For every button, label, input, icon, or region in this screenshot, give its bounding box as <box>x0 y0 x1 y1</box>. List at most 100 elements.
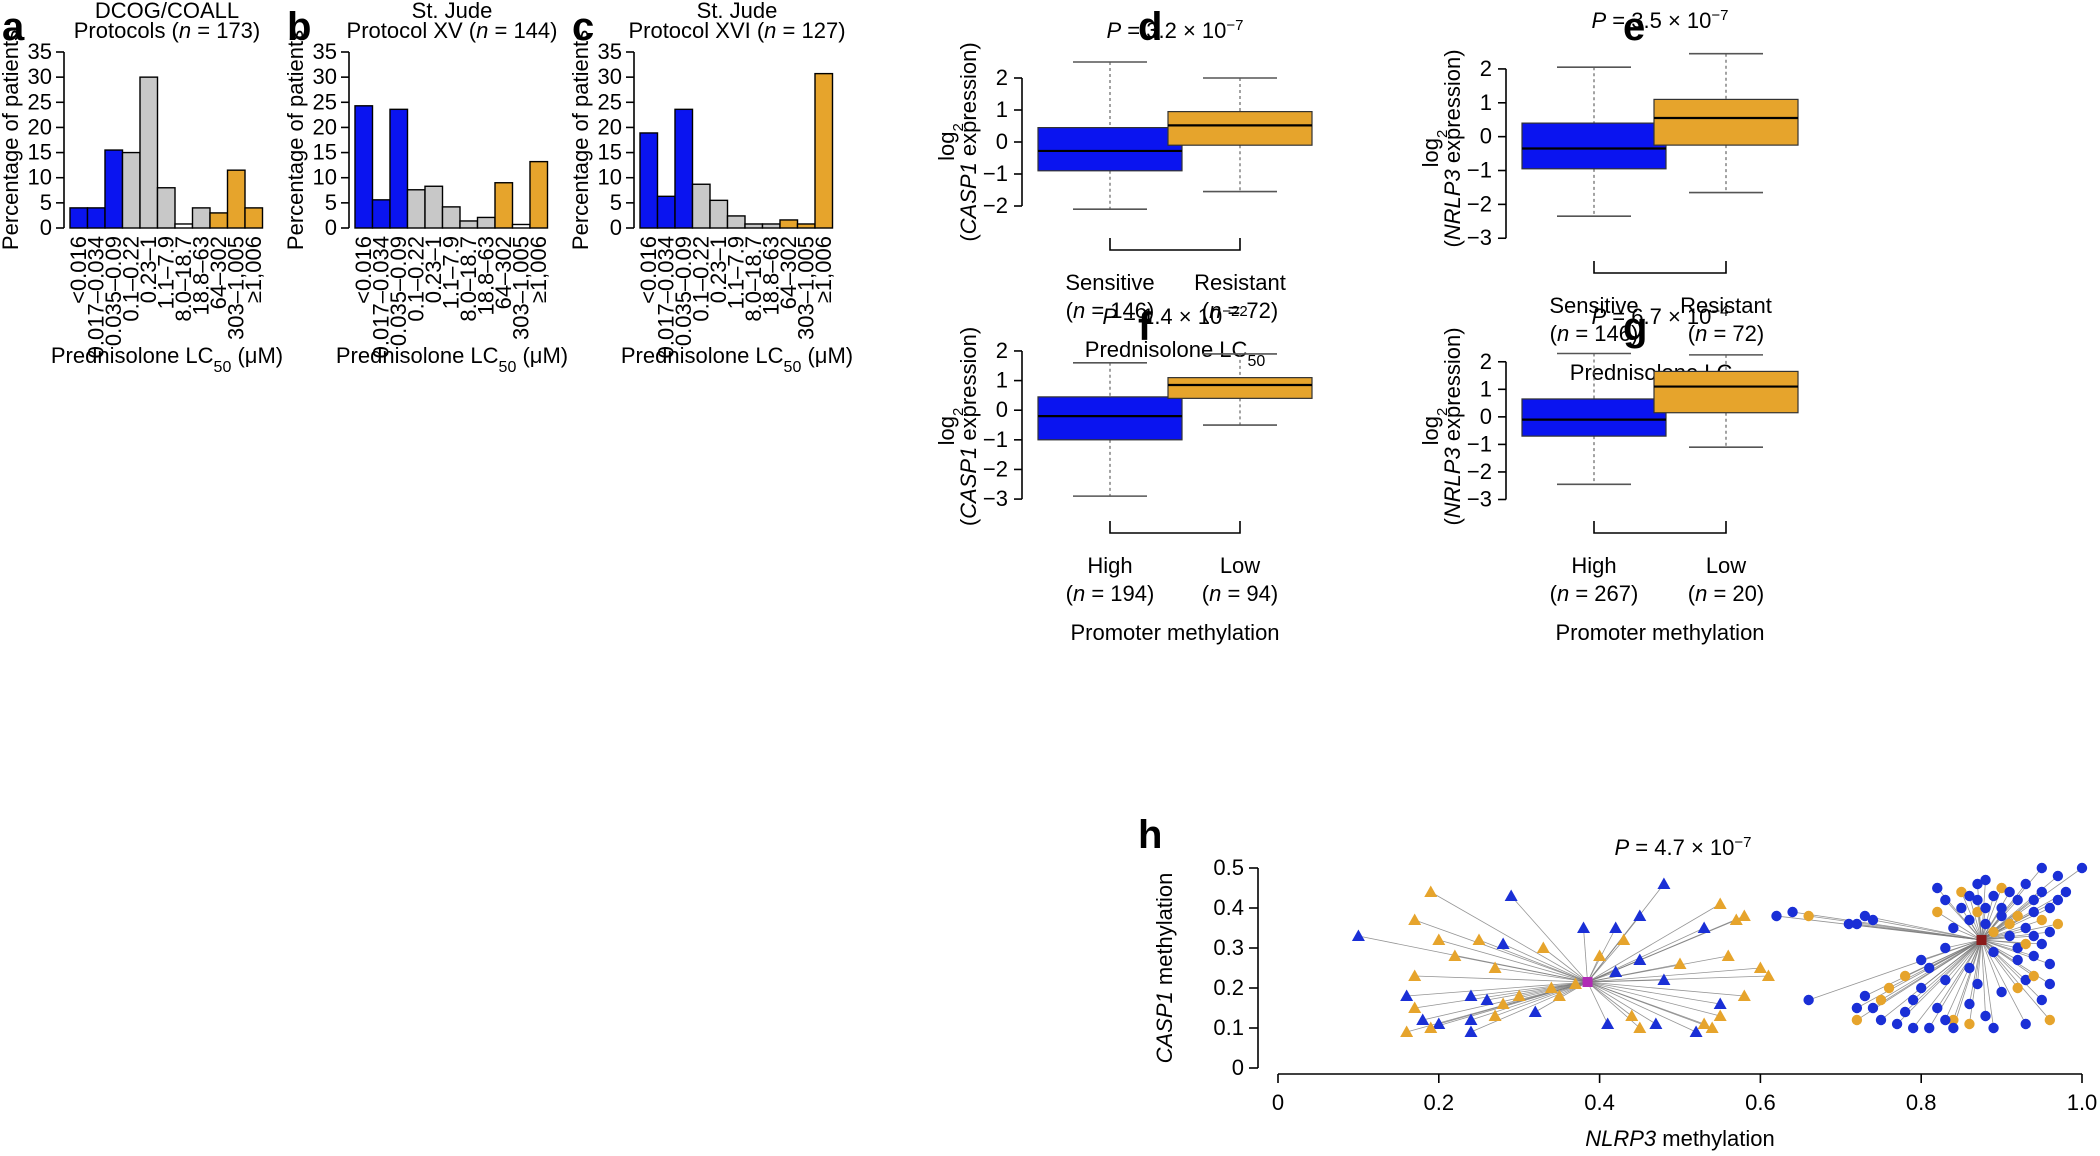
y-axis-label-line2: (CASP1 expression) <box>956 42 981 241</box>
x-tick-label: 0.4 <box>1584 1090 1615 1115</box>
bar <box>796 223 816 229</box>
triangle-point <box>1633 1021 1647 1033</box>
link-line <box>1981 927 2026 941</box>
text-part: ( <box>1066 581 1074 606</box>
group-n: (n = 94) <box>1202 581 1278 606</box>
x-tick-label: 0.23–1 <box>421 236 446 303</box>
bar <box>674 108 694 229</box>
x-tick-label: 1.1–7.9 <box>153 236 178 309</box>
text-part: ( <box>1202 298 1210 323</box>
triangle-point <box>1689 1025 1703 1037</box>
link-line <box>1430 891 1588 983</box>
group-n: (n = 146) <box>1066 298 1155 323</box>
link-line <box>1981 939 1994 1029</box>
y-axis-label-line2: (NRLP3 expression) <box>1440 49 1465 247</box>
p-text: = 1.4 × 10 <box>1117 304 1222 329</box>
histogram-title-line2: Protocols (n = 173) <box>74 18 261 43</box>
group-bracket <box>1109 521 1241 534</box>
panel-letter-c: c <box>572 5 594 49</box>
x-tick-label: 0.017–0.034 <box>83 236 108 358</box>
x-tick-label: <0.016 <box>636 236 661 304</box>
triangle-point <box>1416 1013 1430 1025</box>
histogram-title-line1: St. Jude <box>697 0 778 23</box>
circle-point <box>2012 954 2023 966</box>
link-line <box>1587 981 1721 1005</box>
link-line <box>1587 981 1697 1033</box>
y-tick-label: 0 <box>1232 1055 1244 1080</box>
circle-point <box>2044 978 2056 990</box>
circle-point <box>2052 894 2064 906</box>
circle-point <box>2044 902 2056 914</box>
link-line <box>1587 915 1641 983</box>
circle-point <box>1988 890 1999 902</box>
y-tick-label: −2 <box>983 193 1008 218</box>
text-part: ( <box>1066 298 1074 323</box>
histogram-title-line2: Protocol XV (n = 144) <box>347 18 558 43</box>
link-line <box>1969 895 1982 941</box>
triangle-point <box>1424 885 1438 897</box>
triangle-point <box>1577 921 1591 933</box>
link-line <box>1929 939 1982 969</box>
p-value: P = 4.7 × 10−7 <box>1615 834 1752 861</box>
label-text: Prednisolone LC <box>621 343 784 368</box>
triangle-point <box>1496 997 1510 1009</box>
circle-point <box>1924 962 1935 974</box>
link-line <box>1981 939 2018 989</box>
x-tick-label: ≥1,006 <box>811 236 836 303</box>
n-italic: n <box>764 18 776 43</box>
x-tick-label: 0.017–0.034 <box>653 236 678 358</box>
circle-point <box>1907 994 1919 1006</box>
link-line <box>1470 981 1588 1021</box>
triangle-point <box>1657 973 1671 985</box>
x-axis-label: Prednisolone LC50 (μM) <box>336 343 568 376</box>
y-tick-label: 35 <box>313 39 337 64</box>
y-axis-label-line2: (NRLP3 expression) <box>1440 327 1465 525</box>
bar <box>441 206 461 229</box>
gene-italic: CASP1 <box>956 162 981 234</box>
triangle-point <box>1448 949 1462 961</box>
y-tick-label: 25 <box>28 89 52 114</box>
histogram-title-line1: DCOG/COALL <box>95 0 239 23</box>
y-axis-label-line1: log2 <box>1418 408 1451 446</box>
circle-point <box>2020 1018 2031 1030</box>
link-line <box>1414 919 1588 983</box>
p-value: P = 3.5 × 10−7 <box>1592 7 1729 34</box>
y-axis-label-line2: (CASP1 expression) <box>956 327 981 526</box>
link-line <box>1981 939 2026 981</box>
triangle-point <box>1464 989 1478 1001</box>
x-tick-label: 0.017–0.034 <box>368 236 393 358</box>
triangle-point <box>1657 877 1671 889</box>
circle-point <box>2044 958 2056 970</box>
circle-point <box>1867 1002 1879 1014</box>
circle-point <box>2020 938 2031 950</box>
label-text: Prednisolone LC <box>51 343 214 368</box>
bar <box>761 223 781 229</box>
link-line <box>1502 943 1588 983</box>
n-italic: n <box>1695 321 1707 346</box>
circle-point <box>2028 970 2039 982</box>
circle-point <box>1932 1002 1943 1014</box>
label-text: expression) <box>1440 327 1465 447</box>
circle-point <box>1972 906 1983 918</box>
circle-point <box>1859 990 1871 1002</box>
y-axis-label-line1: log2 <box>934 123 967 161</box>
triangle-point <box>1351 929 1365 941</box>
y-tick-label: 5 <box>610 190 622 215</box>
y-tick-label: 1 <box>996 97 1008 122</box>
triangle-point <box>1737 909 1751 921</box>
triangle-point <box>1544 981 1558 993</box>
x-tick-label: 0 <box>1272 1090 1284 1115</box>
scatter-panel-h: h P = 4.7 × 10−7 0 0.2 0.4 0.6 0.8 1.0 0 0.1 0.2 0.… <box>1138 813 2097 1151</box>
x-tick-label: 8.0–18.7 <box>741 236 766 322</box>
subscript: 50 <box>214 359 232 376</box>
bar <box>726 215 746 229</box>
gene-italic: NRLP3 <box>1440 447 1465 519</box>
circle-point <box>1964 998 1975 1010</box>
y-tick-label: 25 <box>313 89 337 114</box>
text-part: ( <box>1550 581 1558 606</box>
circle-point <box>1964 1018 1975 1030</box>
link-line <box>1510 895 1588 983</box>
circle-point <box>1875 994 1887 1006</box>
bar <box>209 212 229 229</box>
